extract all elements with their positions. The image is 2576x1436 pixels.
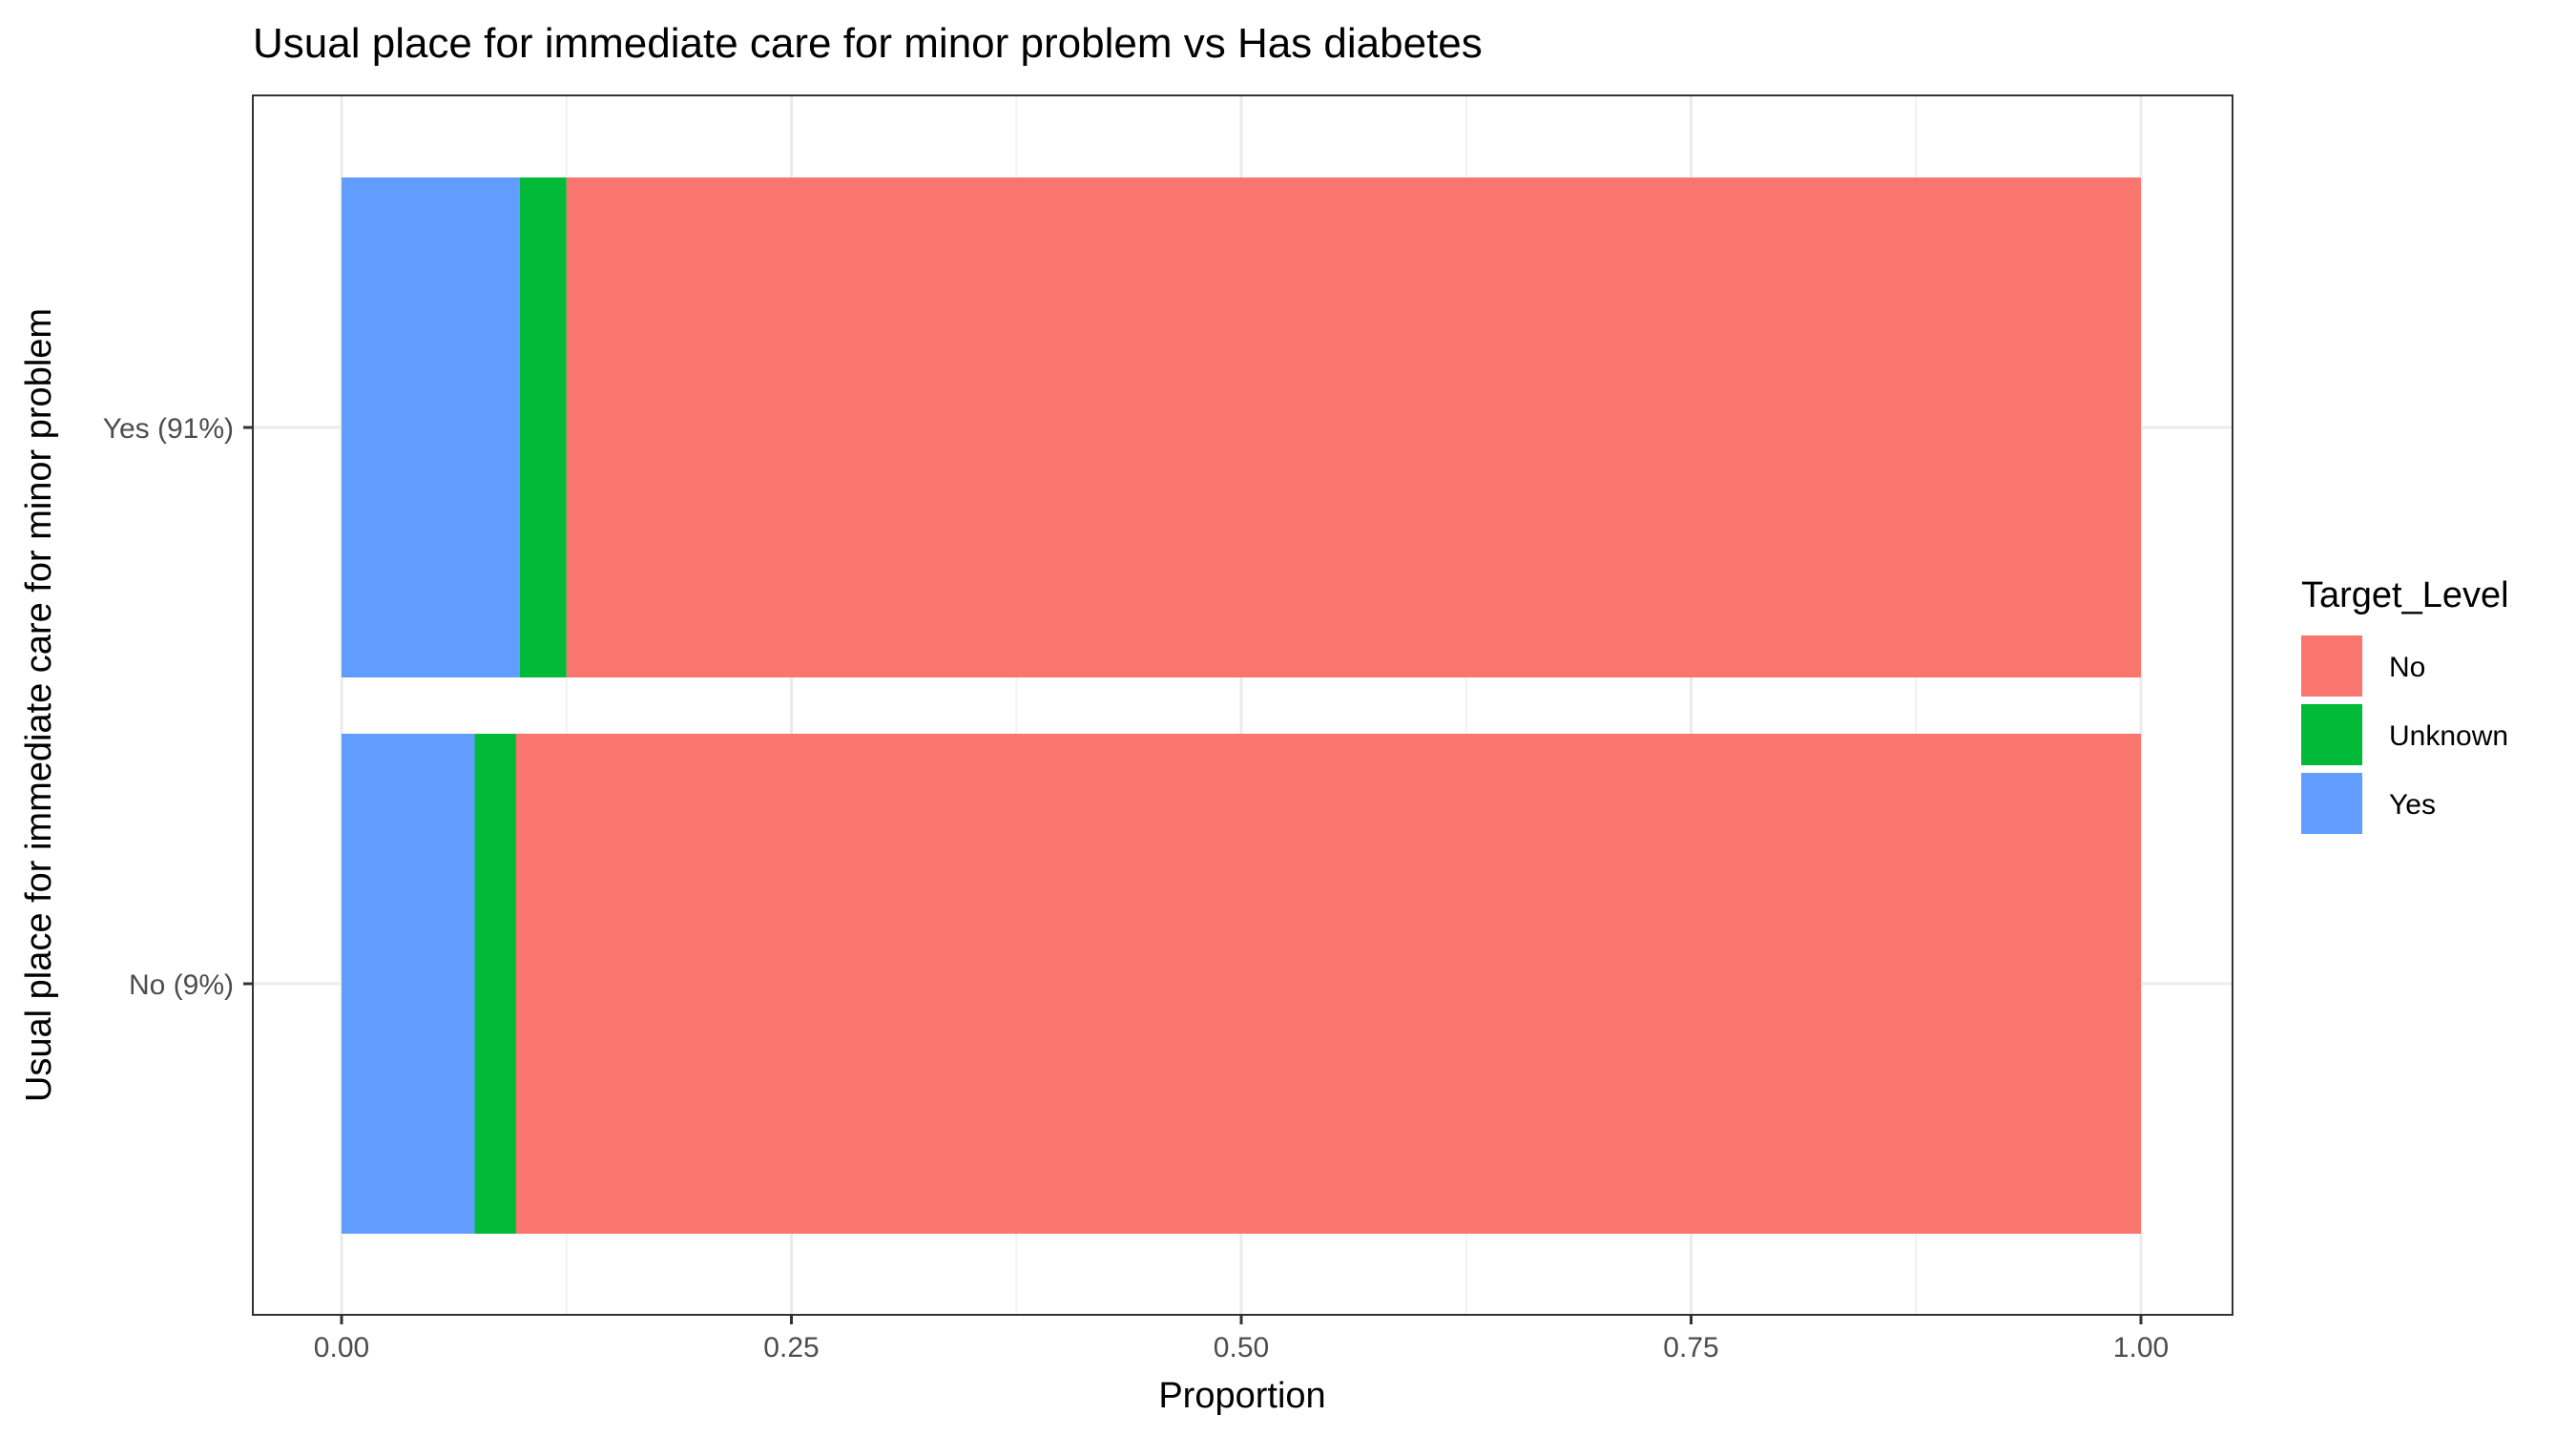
x-tick-label: 1.00	[2113, 1332, 2169, 1363]
legend-items: No Unknown Yes	[2301, 635, 2508, 834]
bar-segment-unknown	[474, 734, 516, 1234]
y-tick-label: Yes (91%)	[103, 413, 234, 445]
legend-swatch-no	[2301, 635, 2362, 697]
legend-swatch-unknown	[2301, 704, 2362, 765]
legend-title: Target_Level	[2301, 575, 2509, 615]
bars	[342, 177, 2141, 1234]
x-axis-title: Proportion	[1158, 1376, 1325, 1416]
x-tick-label: 0.75	[1663, 1332, 1718, 1363]
bar-segment-yes	[342, 177, 520, 677]
x-tick-label: 0.50	[1214, 1332, 1269, 1363]
legend-label-yes: Yes	[2389, 789, 2436, 821]
y-axis-title: Usual place for immediate care for minor…	[19, 308, 59, 1102]
plot-panel	[252, 94, 2233, 1316]
legend-label-unknown: Unknown	[2389, 720, 2508, 752]
bar-segment-no	[566, 177, 2141, 677]
legend-swatch-yes	[2301, 773, 2362, 834]
y-axis: No (9%) Yes (91%)	[103, 413, 253, 1001]
bar-segment-yes	[342, 734, 475, 1234]
x-tick-label: 0.25	[763, 1332, 819, 1363]
chart-title: Usual place for immediate care for minor…	[253, 20, 1483, 67]
y-tick-label: No (9%)	[129, 969, 234, 1001]
legend: Target_Level No Unknown Yes	[2301, 575, 2509, 834]
x-tick-label: 0.00	[314, 1332, 369, 1363]
legend-label-no: No	[2389, 652, 2425, 683]
bar-segment-unknown	[519, 177, 567, 677]
x-axis: 0.00 0.25 0.50 0.75 1.00	[314, 1315, 2169, 1363]
bar-segment-no	[515, 734, 2141, 1234]
